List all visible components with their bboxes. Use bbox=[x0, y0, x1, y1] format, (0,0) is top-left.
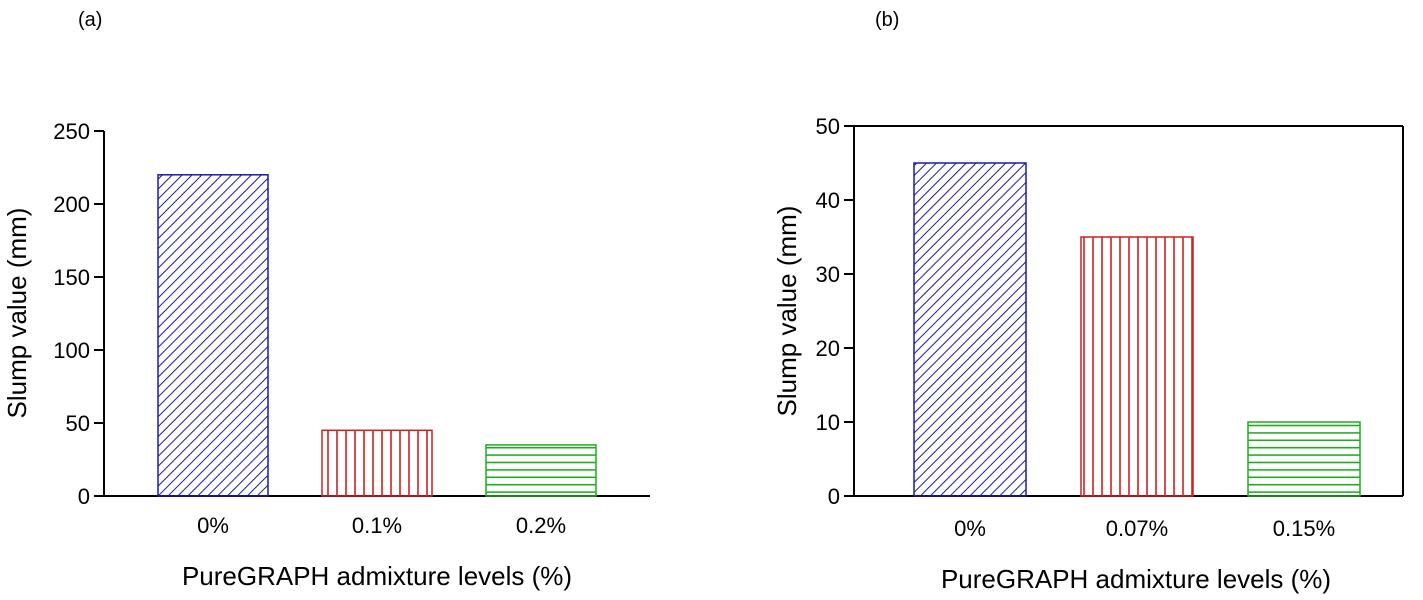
chart-panel-b: (b) 0 10 20 30 40 50 0% 0.07% 0.15% Slump value… bbox=[772, 9, 1404, 594]
x-axis-label-a: PureGRAPH admixture levels (%) bbox=[182, 561, 572, 591]
bar-a-2 bbox=[485, 444, 597, 497]
y-tick-label-a-5: 250 bbox=[53, 119, 90, 144]
x-axis-label-b: PureGRAPH admixture levels (%) bbox=[941, 564, 1331, 594]
y-tick-label-b-4: 40 bbox=[816, 188, 840, 213]
y-axis-label-b: Slump value (mm) bbox=[772, 206, 802, 417]
y-tick-label-b-5: 50 bbox=[816, 114, 840, 139]
y-tick-label-b-0: 0 bbox=[828, 484, 840, 509]
y-tick-label-b-1: 10 bbox=[816, 410, 840, 435]
chart-panel-a: (a) 0 50 100 150 200 250 0% 0.1% 0.2% Slump val… bbox=[2, 9, 650, 591]
y-tick-label-a-2: 100 bbox=[53, 338, 90, 363]
panel-label-a: (a) bbox=[78, 9, 102, 31]
bar-b-1 bbox=[1080, 236, 1194, 497]
y-tick-label-a-0: 0 bbox=[78, 484, 90, 509]
x-tick-label-a-1: 0.1% bbox=[352, 513, 402, 538]
y-tick-label-a-1: 50 bbox=[66, 411, 90, 436]
bar-a-0 bbox=[157, 174, 269, 497]
y-tick-label-a-3: 150 bbox=[53, 265, 90, 290]
x-tick-label-b-2: 0.15% bbox=[1273, 516, 1335, 541]
x-tick-label-a-2: 0.2% bbox=[516, 513, 566, 538]
x-tick-label-b-1: 0.07% bbox=[1106, 516, 1168, 541]
bar-a-1 bbox=[321, 429, 433, 497]
bar-b-0 bbox=[913, 162, 1027, 497]
bar-b-2 bbox=[1247, 421, 1361, 497]
x-tick-label-b-0: 0% bbox=[954, 516, 986, 541]
y-tick-label-b-3: 30 bbox=[816, 262, 840, 287]
x-tick-label-a-0: 0% bbox=[197, 513, 229, 538]
y-tick-label-a-4: 200 bbox=[53, 192, 90, 217]
y-axis-label-a: Slump value (mm) bbox=[2, 208, 32, 419]
panel-label-b: (b) bbox=[875, 9, 899, 31]
y-tick-label-b-2: 20 bbox=[816, 336, 840, 361]
